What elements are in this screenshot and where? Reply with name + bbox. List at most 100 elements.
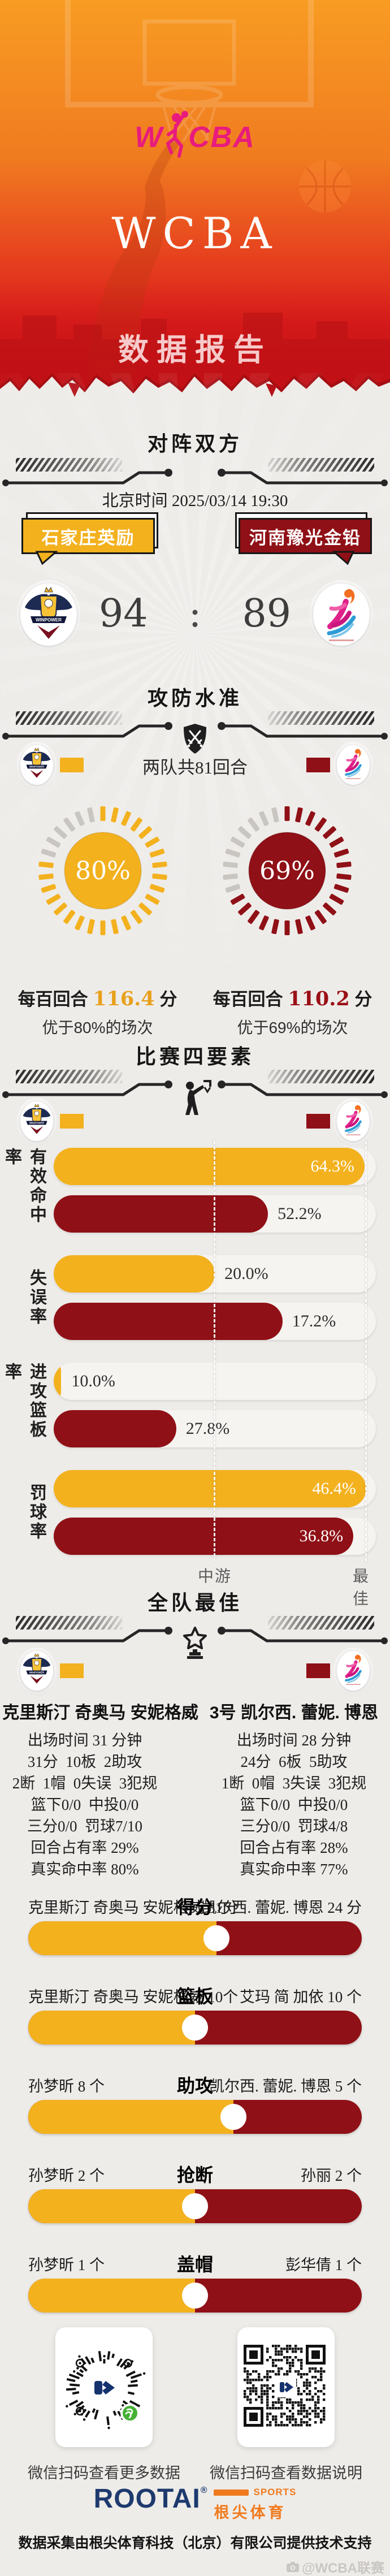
bar-value: 10.0% [71, 1372, 115, 1390]
banner-fold [35, 551, 58, 565]
cmp-bar [28, 2100, 362, 2134]
svg-text:WINPOWER: WINPOWER [29, 1671, 45, 1674]
home-gauge-percent: 80% [75, 857, 131, 885]
away-stat-line: 回合占有率 28% [240, 1839, 348, 1856]
score-separator: : [188, 591, 202, 636]
away-best-player-header: 3号 凯尔西. 蕾妮. 博恩 [209, 1704, 379, 1722]
svg-text:WINPOWER: WINPOWER [36, 617, 62, 623]
wcba-league-logo: W CBA [0, 111, 390, 167]
hero-title: WCBA [111, 208, 279, 258]
bar-value: 36.8% [299, 1527, 344, 1545]
home-bar [54, 1255, 215, 1293]
away-team-banner: 河南豫光金铅 [233, 512, 372, 565]
home-stat-line: 出场时间 31 分钟 [27, 1732, 142, 1749]
away-stat-line: 出场时间 28 分钟 [236, 1732, 352, 1749]
factor-label: 进攻篮板率 [2, 1363, 46, 1440]
home-color-swatch [60, 758, 84, 772]
bar-value: 17.2% [292, 1312, 336, 1330]
factor-label: 罚球率 [27, 1484, 46, 1541]
away-per100-line: 每百回合 110.2 分 [213, 987, 372, 1010]
hero-subtitle: 数据报告 [118, 333, 272, 367]
qr-caption-right: 微信扫码查看数据说明 [210, 2465, 362, 2482]
away-stat-line: 三分0/0 罚球4/8 [240, 1818, 348, 1835]
bar-value: 46.4% [312, 1479, 356, 1498]
home-team-logo: WINPOWER [20, 584, 77, 646]
cmp-left-label: 克里斯汀 奇奥马 安妮格威 10个 [28, 1989, 239, 2006]
away-score: 89 [242, 591, 291, 636]
cmp-left-label: 克里斯汀 奇奥马 安妮格威 31分 [28, 1899, 239, 1916]
home-team-banner: 石家庄英励 [21, 512, 158, 565]
bar-value: 64.3% [310, 1157, 355, 1175]
section-title-matchup: 对阵双方 [147, 432, 242, 455]
away-bar: 36.8% [54, 1518, 354, 1555]
away-stat-line: 真实命中率 77% [240, 1861, 348, 1878]
section-divider [0, 1067, 390, 1099]
sports-label: SPORTS [253, 2487, 297, 2497]
home-stat-line: 31分 10板 2助攻 [27, 1753, 142, 1770]
home-rating-gauge: 80% [38, 806, 167, 935]
split-dot [182, 2193, 208, 2219]
registered-mark: ® [200, 2486, 207, 2495]
banner-fold [332, 551, 355, 565]
section-title-four-factors: 比赛四要素 [135, 1045, 254, 1068]
factor-label: 有效命中率 [2, 1148, 46, 1225]
away-per100-value: 110.2 [288, 987, 350, 1010]
cmp-right-label: 艾玛 简 加依 10 个 [240, 1989, 362, 2006]
away-team-logo-small [337, 1101, 370, 1141]
home-team-logo-small: WINPOWER [20, 745, 53, 785]
home-color-swatch [60, 1114, 84, 1129]
cmp-bar [28, 2011, 362, 2045]
home-stat-line: 回合占有率 29% [31, 1839, 139, 1856]
cmp-left-label: 孙梦昕 2 个 [28, 2167, 105, 2184]
home-stat-line: 篮下0/0 中投0/0 [31, 1796, 139, 1813]
home-color-swatch [60, 1663, 84, 1678]
away-stat-line: 篮下0/0 中投0/0 [240, 1796, 348, 1813]
jumping-player-icon [161, 111, 190, 167]
factor-label: 失误率 [27, 1269, 46, 1326]
away-color-swatch [306, 758, 330, 772]
bar-track: 64.3% [54, 1148, 376, 1185]
cmp-left-label: 孙梦昕 1 个 [28, 2257, 105, 2274]
section-title-team-best: 全队最佳 [147, 1591, 242, 1614]
rootai-wordmark: ROOTAI [93, 2484, 201, 2514]
home-team-logo-small: WINPOWER [20, 1651, 53, 1691]
away-team-name: 河南豫光金铅 [239, 518, 372, 554]
home-stat-line: 真实命中率 80% [31, 1861, 139, 1878]
away-rating-gauge: 69% [223, 806, 352, 935]
away-bar [54, 1303, 283, 1340]
star-trophy-icon [183, 1627, 207, 1659]
cmp-bar [28, 2279, 362, 2313]
svg-text:WINPOWER: WINPOWER [29, 766, 45, 768]
rootai-logo: ROOTAI ® SPORTS 根尖体育 [0, 2486, 390, 2522]
possessions-note: 两队共81回合 [142, 758, 248, 777]
watermark-text: @WCBA联赛 [301, 2561, 384, 2576]
orange-bar [214, 2489, 249, 2496]
split-dot [203, 1925, 229, 1951]
cmp-bar [28, 1921, 362, 1955]
cmp-right-label: 凯尔西. 蕾妮. 博恩 24 分 [201, 1899, 362, 1916]
watermark: @WCBA联赛 [286, 2557, 384, 2576]
home-share [28, 2011, 195, 2045]
logo-letter-w: W [135, 121, 164, 154]
home-team-logo-small: WINPOWER [20, 1101, 53, 1141]
home-stat-line: 三分0/0 罚球7/10 [27, 1818, 143, 1835]
qr-caption-left: 微信扫码查看更多数据 [28, 2465, 180, 2482]
four-factors-chart: 有效命中率 64.3% 52.2% 失误率 20.0% 17.2% 进攻篮板率 … [0, 1141, 390, 1607]
backboard-hoop-icon [65, 0, 314, 143]
away-team-logo-small [337, 1651, 370, 1691]
away-color-swatch [306, 1114, 330, 1129]
hero-banner: W CBA WCBA 数据报告 [0, 0, 390, 396]
torn-paper-edge [0, 373, 390, 407]
qr-code-card [237, 2327, 335, 2447]
cmp-right-label: 孙丽 2 个 [301, 2167, 362, 2184]
home-team-name: 石家庄英励 [21, 518, 155, 554]
cmp-stat-label: 抢断 [176, 2165, 214, 2185]
cmp-left-label: 孙梦昕 8 个 [28, 2078, 105, 2095]
qr-code [244, 2345, 326, 2427]
away-team-logo-small [337, 745, 370, 785]
rootai-chinese: 根尖体育 [214, 2504, 287, 2521]
cmp-stat-label: 助攻 [176, 2076, 214, 2096]
away-color-swatch [306, 1663, 330, 1678]
home-share [28, 2279, 195, 2313]
away-team-logo [313, 584, 370, 646]
